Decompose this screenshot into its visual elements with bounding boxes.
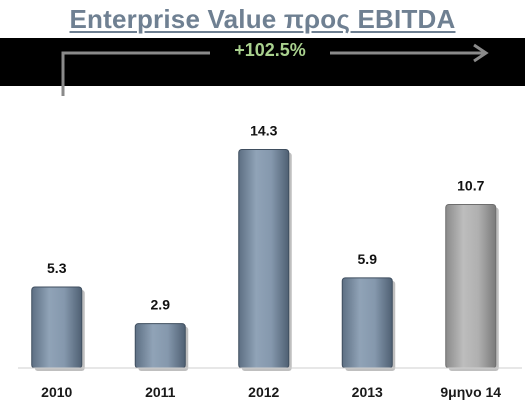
- bar-2010: [31, 286, 83, 369]
- bar-2011: [134, 323, 186, 369]
- category-label: 2010: [41, 384, 72, 400]
- bars-group: [31, 148, 499, 371]
- growth-band: [0, 38, 525, 86]
- value-label: 2.9: [151, 297, 171, 313]
- category-label: 2011: [145, 384, 176, 400]
- value-labels-group: 5.3 2.9 14.3 5.9 10.7: [47, 122, 485, 312]
- bar-9μηνο-14: [445, 203, 497, 369]
- value-label: 10.7: [457, 177, 484, 193]
- bar-2013: [341, 277, 393, 369]
- category-label: 2013: [352, 384, 383, 400]
- category-label: 9μηνο 14: [440, 384, 501, 400]
- bar-2012: [238, 148, 290, 369]
- growth-annotation: +102.5%: [234, 40, 306, 60]
- growth-arrow-head-icon: [473, 43, 489, 63]
- value-label: 5.9: [358, 251, 378, 267]
- growth-arrow: [61, 43, 489, 96]
- category-labels-group: 2010 2011 2012 2013 9μηνο 14: [41, 384, 501, 400]
- chart-title: Enterprise Value προς EBITDA: [69, 4, 456, 34]
- value-label: 14.3: [250, 122, 277, 138]
- category-label: 2012: [248, 384, 279, 400]
- value-label: 5.3: [47, 260, 67, 276]
- growth-arrow-bracket: [61, 51, 210, 96]
